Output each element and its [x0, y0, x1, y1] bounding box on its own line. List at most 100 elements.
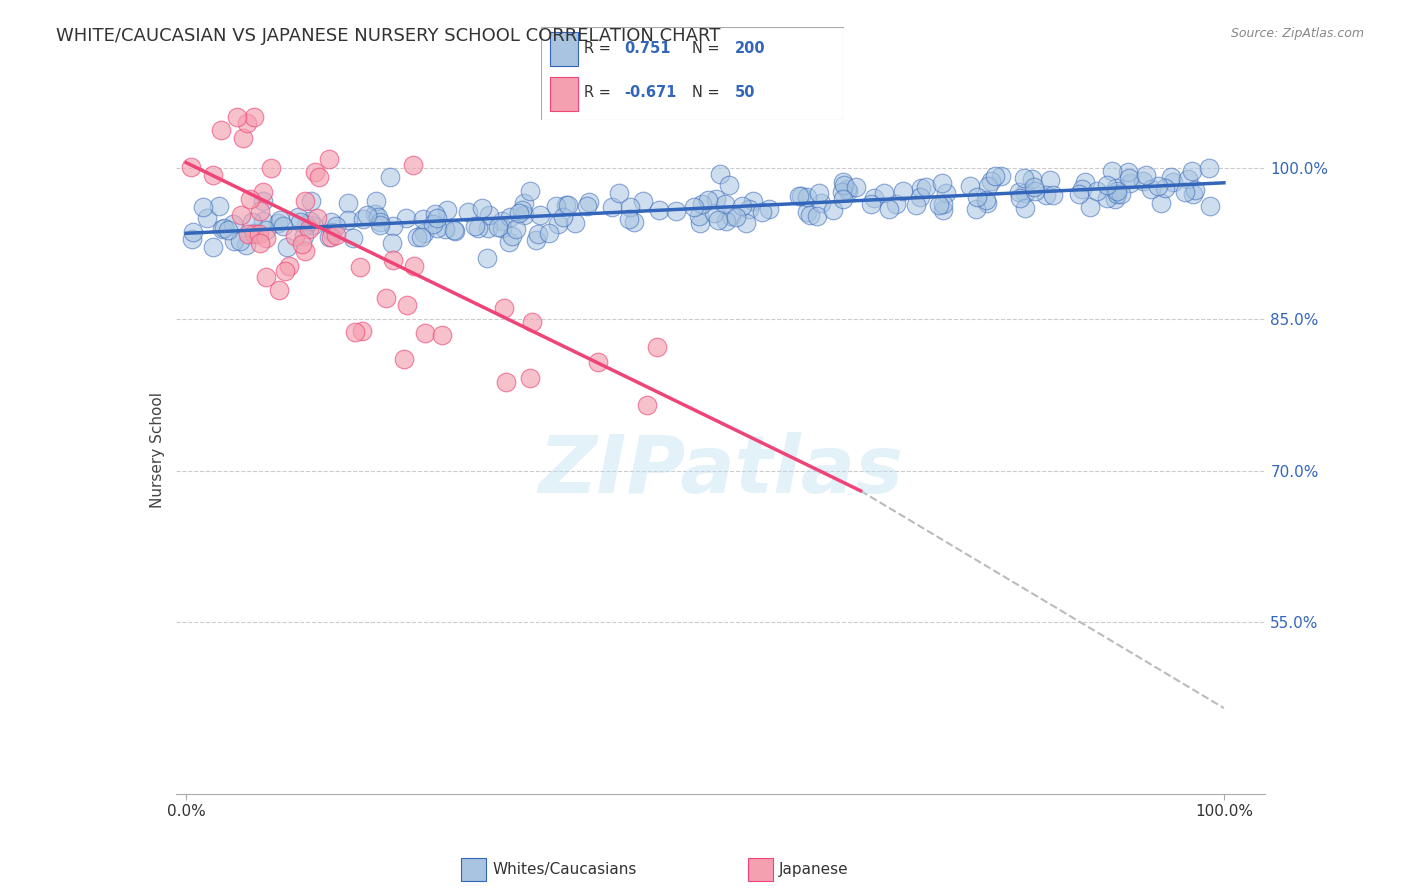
- Point: [1039, 172, 1062, 186]
- Point: [498, 235, 520, 249]
- Point: [405, 230, 427, 244]
- Point: [364, 207, 387, 221]
- Point: [631, 194, 654, 208]
- Point: [269, 213, 291, 227]
- Point: [254, 230, 277, 244]
- Point: [910, 181, 932, 195]
- Point: [274, 264, 297, 278]
- Point: [1161, 176, 1184, 190]
- Point: [344, 326, 367, 340]
- Point: [402, 158, 425, 172]
- Point: [305, 211, 328, 225]
- Point: [576, 199, 599, 213]
- Point: [1101, 163, 1123, 178]
- Point: [402, 259, 425, 273]
- Point: [557, 198, 579, 212]
- Point: [235, 237, 257, 252]
- Point: [1074, 175, 1097, 189]
- Point: [821, 202, 844, 217]
- Point: [546, 199, 568, 213]
- Point: [689, 216, 711, 230]
- Point: [891, 184, 914, 198]
- Point: [990, 169, 1012, 183]
- Point: [1035, 188, 1057, 202]
- Point: [299, 214, 322, 228]
- Point: [619, 200, 641, 214]
- Point: [457, 204, 479, 219]
- Point: [645, 340, 668, 354]
- Point: [252, 194, 274, 209]
- Text: R =: R =: [583, 41, 616, 56]
- Point: [555, 198, 578, 212]
- Point: [378, 169, 401, 184]
- Point: [298, 221, 321, 235]
- Point: [252, 185, 274, 199]
- Point: [478, 208, 501, 222]
- Point: [724, 210, 747, 224]
- Point: [831, 185, 853, 199]
- Text: R =: R =: [583, 85, 616, 100]
- Point: [976, 178, 998, 193]
- Point: [720, 209, 742, 223]
- Point: [352, 211, 374, 226]
- Point: [807, 186, 830, 200]
- Point: [299, 194, 322, 209]
- Point: [1104, 193, 1126, 207]
- Point: [1153, 180, 1175, 194]
- Point: [239, 192, 262, 206]
- Point: [396, 298, 419, 312]
- Point: [1085, 184, 1108, 198]
- Point: [742, 194, 765, 209]
- Point: [1184, 183, 1206, 197]
- Point: [799, 208, 821, 222]
- Point: [713, 196, 735, 211]
- Point: [301, 218, 323, 232]
- Bar: [550, 78, 578, 111]
- Point: [242, 226, 264, 240]
- Point: [368, 215, 391, 229]
- Point: [436, 203, 458, 218]
- Point: [758, 202, 780, 216]
- Point: [1109, 186, 1132, 201]
- Point: [477, 221, 499, 235]
- Point: [260, 161, 283, 175]
- Point: [308, 169, 330, 184]
- Point: [290, 215, 312, 229]
- Point: [648, 203, 671, 218]
- Point: [607, 186, 630, 200]
- Point: [1119, 176, 1142, 190]
- Point: [325, 219, 347, 234]
- Point: [193, 200, 215, 214]
- Point: [413, 326, 436, 340]
- Point: [547, 217, 569, 231]
- Bar: [550, 32, 578, 66]
- Point: [236, 227, 259, 241]
- Point: [342, 230, 364, 244]
- Point: [688, 209, 710, 223]
- Point: [1007, 185, 1029, 199]
- Point: [180, 160, 202, 174]
- Point: [294, 194, 316, 208]
- Text: ZIPatlas: ZIPatlas: [538, 432, 903, 510]
- Point: [254, 223, 277, 237]
- Point: [486, 219, 509, 234]
- Point: [984, 169, 1007, 183]
- Point: [600, 200, 623, 214]
- Point: [214, 220, 236, 235]
- Point: [319, 215, 342, 229]
- Point: [1021, 172, 1043, 186]
- Point: [374, 291, 396, 305]
- Point: [1160, 169, 1182, 184]
- Point: [411, 229, 433, 244]
- Point: [837, 184, 859, 198]
- Point: [731, 199, 754, 213]
- Point: [806, 209, 828, 223]
- Point: [619, 212, 641, 227]
- Point: [443, 224, 465, 238]
- Point: [564, 216, 586, 230]
- Point: [884, 197, 907, 211]
- Point: [318, 230, 340, 244]
- Point: [832, 192, 855, 206]
- Point: [1024, 184, 1046, 198]
- Point: [578, 195, 600, 210]
